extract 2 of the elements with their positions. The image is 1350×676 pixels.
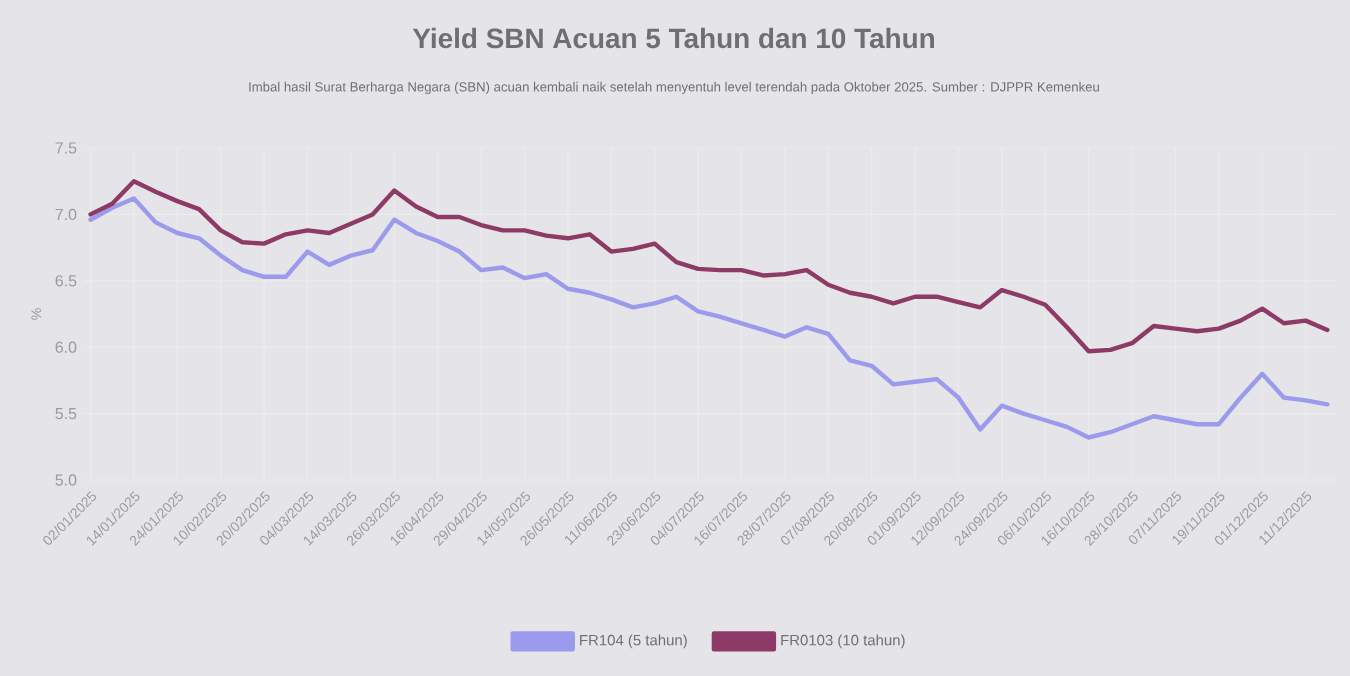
line-series [88, 179, 1330, 354]
chart-title: Yield SBN Acuan 5 Tahun dan 10 Tahun [412, 27, 934, 49]
